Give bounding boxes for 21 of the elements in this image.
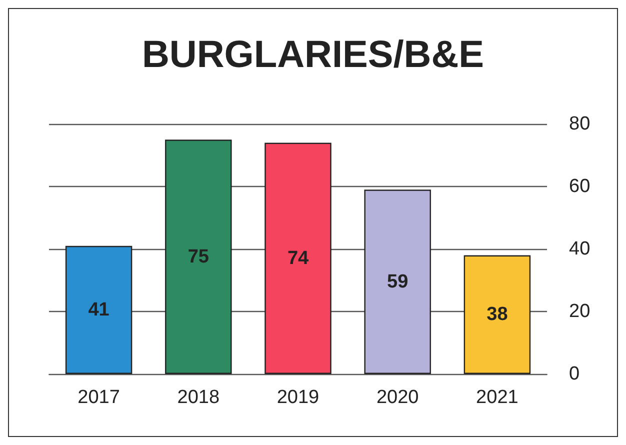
x-tick-label: 2019: [276, 387, 320, 408]
data-label: 75: [188, 246, 210, 268]
x-tick-label: 2017: [78, 387, 120, 408]
bar: [65, 246, 132, 374]
y-tick-label: 80: [569, 114, 590, 134]
data-label: 38: [486, 304, 508, 326]
x-tick-label: 2020: [376, 387, 419, 408]
data-label: 41: [88, 299, 110, 320]
x-tick-label: 2021: [476, 387, 518, 408]
data-label: 59: [387, 271, 408, 292]
bar: [165, 140, 232, 374]
y-tick-label: 0: [569, 364, 580, 384]
y-tick-label: 20: [569, 301, 590, 322]
x-tick-label: 2018: [177, 387, 220, 408]
data-label: 74: [287, 248, 309, 269]
bar: [364, 190, 431, 374]
y-tick-label: 40: [569, 238, 590, 260]
bar: [464, 255, 531, 374]
y-tick-label: 60: [569, 176, 590, 197]
chart-title: BURGLARIES/B&E: [142, 34, 484, 76]
bar: [264, 142, 332, 374]
